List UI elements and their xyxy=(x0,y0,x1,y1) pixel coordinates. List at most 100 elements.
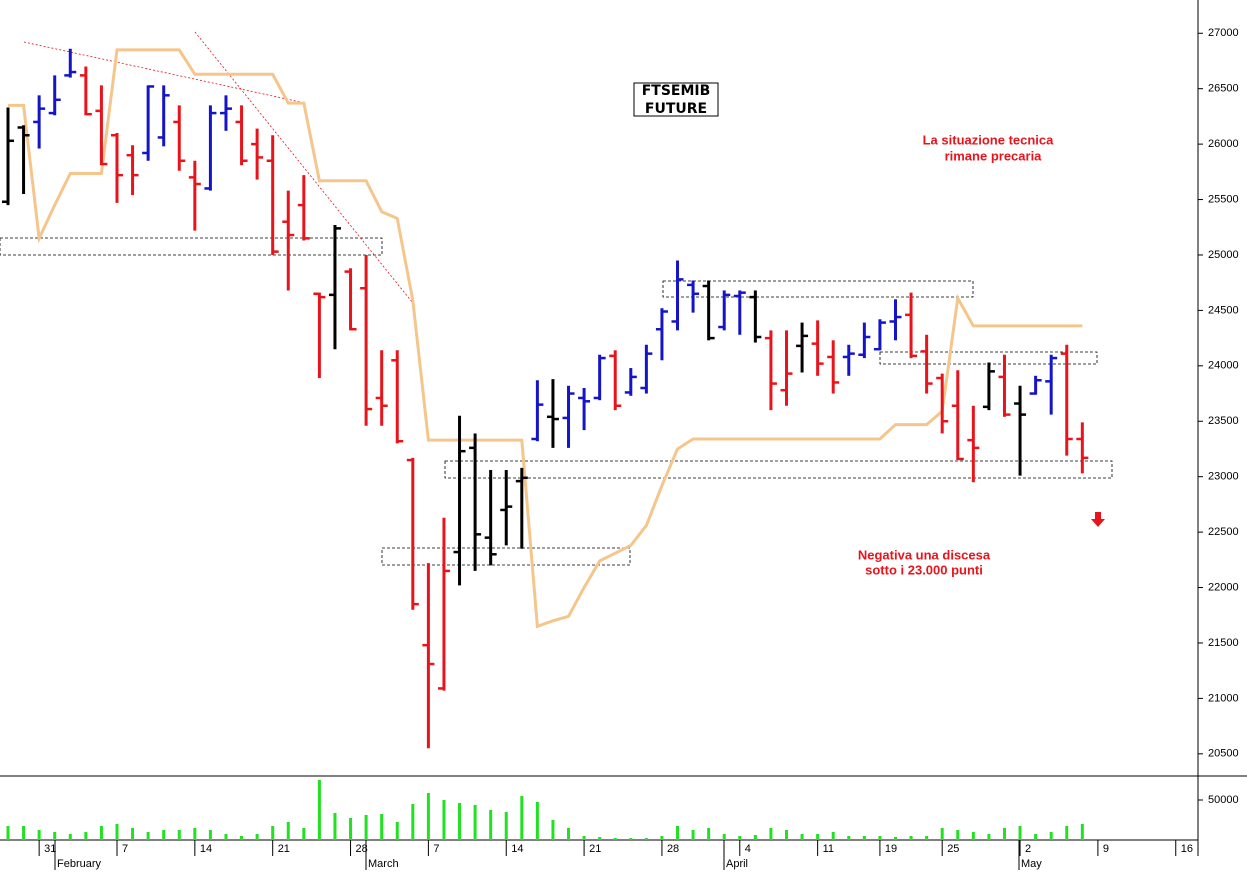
annotation: rimane precaria xyxy=(945,148,1043,163)
chart-title: FTSEMIB xyxy=(642,83,711,99)
volume-bar xyxy=(722,834,726,840)
x-tick-label: 21 xyxy=(278,843,290,855)
volume-bar xyxy=(349,818,353,840)
trendline xyxy=(194,31,413,303)
volume-bar xyxy=(380,814,384,840)
volume-bar xyxy=(940,828,944,840)
y-tick-label: 25500 xyxy=(1208,193,1239,205)
x-tick-label: 16 xyxy=(1181,843,1193,855)
volume-bar xyxy=(909,836,913,840)
volume-bar xyxy=(426,793,430,840)
volume-bar xyxy=(1034,834,1038,840)
volume-bar xyxy=(878,836,882,840)
volume-bar xyxy=(6,826,10,840)
volume-bar xyxy=(660,836,664,840)
volume-bar xyxy=(115,824,119,840)
volume-bar xyxy=(1049,832,1053,840)
volume-bar xyxy=(37,830,41,840)
volume-bar xyxy=(629,838,633,840)
volume-bar xyxy=(364,815,368,840)
volume-bar xyxy=(240,836,244,840)
volume-bar xyxy=(53,832,57,840)
marks: 20500 21000 21500 22000 22500 23000 23500 24000… xyxy=(2,27,1239,856)
y-tick-label: 26500 xyxy=(1208,83,1239,95)
x-tick-label: 7 xyxy=(433,843,439,855)
volume-bar xyxy=(800,834,804,840)
y-tick-label: 27000 xyxy=(1208,27,1239,39)
volume-bar xyxy=(177,830,181,840)
volume-bar xyxy=(769,828,773,840)
volume-bar xyxy=(411,804,415,840)
x-tick-label: 14 xyxy=(511,843,523,855)
volume-bar xyxy=(691,830,695,840)
volume-bar xyxy=(738,836,742,840)
x-tick-label: 4 xyxy=(745,843,751,855)
volume-bar xyxy=(99,826,103,840)
y-tick-label: 21500 xyxy=(1208,637,1239,649)
volume-bar xyxy=(208,830,212,840)
volume-bar xyxy=(84,832,88,840)
volume-bar xyxy=(613,838,617,840)
x-tick-label: 31 xyxy=(44,843,56,855)
x-tick-label: 14 xyxy=(200,843,212,855)
volume-bar xyxy=(520,796,524,840)
zones xyxy=(0,237,1113,566)
volume-bar xyxy=(644,838,648,840)
volume-bar xyxy=(971,832,975,840)
y-tick-label: 22500 xyxy=(1208,526,1239,538)
y-tick-label: 23000 xyxy=(1208,471,1239,483)
volume-bar xyxy=(68,834,72,840)
y-tick-label: 20500 xyxy=(1208,748,1239,760)
volume-bar xyxy=(131,828,135,840)
volume-bar xyxy=(753,835,757,840)
volume-bar xyxy=(395,822,399,840)
volume-bar xyxy=(271,826,275,840)
month-label: April xyxy=(726,858,748,870)
volume-bar xyxy=(582,836,586,840)
month-label: February xyxy=(57,858,102,870)
volume-bar xyxy=(831,832,835,840)
x-tick-label: 21 xyxy=(589,843,601,855)
volume-bar xyxy=(162,830,166,840)
volume-bar xyxy=(785,830,788,840)
volume-tick-label: 50000 xyxy=(1208,794,1239,806)
volume-bar xyxy=(333,813,337,840)
annotation: Negativa una discesa xyxy=(858,547,991,562)
annotation: sotto i 23.000 punti xyxy=(865,562,983,577)
volume-bar xyxy=(893,837,897,840)
y-tick-label: 24500 xyxy=(1208,304,1239,316)
x-tick-label: 2 xyxy=(1025,843,1031,855)
month-label: March xyxy=(368,858,399,870)
volume-bar xyxy=(317,780,321,840)
zone xyxy=(0,237,383,256)
volume-bar xyxy=(504,812,508,840)
trendlines xyxy=(23,31,413,303)
y-tick-label: 22000 xyxy=(1208,581,1239,593)
volume-bar xyxy=(676,826,680,840)
volume-bar xyxy=(551,820,555,840)
zone xyxy=(662,280,974,298)
volume-bar xyxy=(598,837,602,840)
y-tick-label: 21000 xyxy=(1208,692,1239,704)
title-box xyxy=(633,82,719,117)
x-tick-label: 19 xyxy=(885,843,897,855)
volume-bar xyxy=(567,828,571,840)
volume-bar xyxy=(816,834,820,840)
volume-bar xyxy=(458,803,462,840)
x-tick-label: 28 xyxy=(356,843,368,855)
down-arrow xyxy=(1091,512,1105,527)
signal-line xyxy=(8,48,1083,629)
y-tick-label: 26000 xyxy=(1208,138,1239,150)
x-tick-label: 25 xyxy=(947,843,959,855)
volume-bar xyxy=(987,834,991,840)
volume-bar xyxy=(473,805,477,840)
volume-bar xyxy=(22,826,26,840)
volume-bar xyxy=(1018,826,1022,840)
volume-bar xyxy=(925,836,929,840)
volume-bar xyxy=(224,834,228,840)
month-label: May xyxy=(1021,858,1042,870)
volume-bar xyxy=(442,800,446,840)
volume-bar xyxy=(255,834,259,840)
x-tick-label: 9 xyxy=(1103,843,1109,855)
